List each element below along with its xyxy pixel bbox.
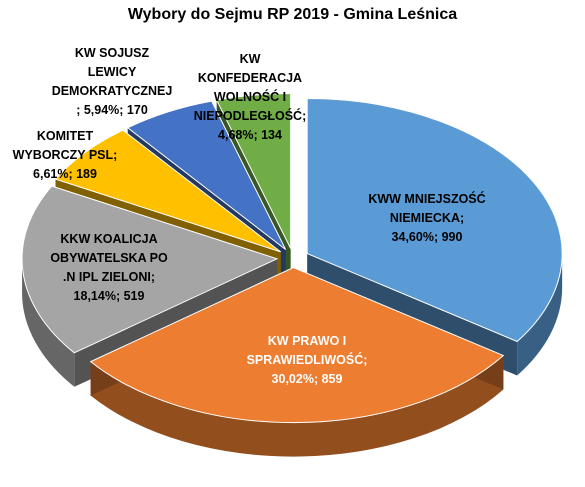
- slice-label-line: NIEPODLEGŁOŚĆ;: [194, 108, 307, 123]
- slice-label-line: ; 5,94%; 170: [76, 103, 148, 117]
- slice-label-6: KW KONFEDERACJA WOLNOŚĆ I NIEPODLEGŁOŚĆ; 4,6…: [194, 52, 307, 142]
- slice-label-line: WOLNOŚĆ I: [214, 89, 286, 104]
- slice-label-line: 18,14%; 519: [74, 289, 145, 303]
- slice-label-line: KONFEDERACJA: [198, 71, 302, 85]
- pie-labels: KWW MNIEJSZOŚĆ NIEMIECKA; 34,60%; 990 KW PR…: [13, 46, 486, 386]
- slice-side: [90, 355, 504, 457]
- slice-label-line: KWW MNIEJSZOŚĆ: [368, 191, 485, 206]
- slice-label-5: KW SOJUSZ LEWICY DEMOKRATYCZNEJ ; 5,94%; 17…: [52, 46, 173, 117]
- pie-slice-2: [89, 267, 505, 424]
- slice-label-2: KW PRAWO I SPRAWIEDLIWOŚĆ; 30,02%; 859: [247, 334, 368, 386]
- slice-label-line: .N IPL ZIELONI;: [63, 270, 155, 284]
- slice-label-1: KWW MNIEJSZOŚĆ NIEMIECKA; 34,60%; 990: [368, 191, 485, 244]
- slice-label-line: WYBORCZY PSL;: [13, 148, 118, 162]
- slice-label-3: KKW KOALICJA OBYWATELSKA PO .N IPL ZIELONI…: [50, 232, 168, 303]
- chart-title: Wybory do Sejmu RP 2019 - Gmina Leśnica: [127, 6, 458, 23]
- slice-label-line: KKW KOALICJA: [60, 232, 157, 246]
- slice-label-line: DEMOKRATYCZNEJ: [52, 84, 173, 98]
- pie-tops: [21, 93, 563, 424]
- slice-label-line: 6,61%; 189: [33, 167, 97, 181]
- slice-label-line: 4,68%; 134: [218, 128, 282, 142]
- pie-slice-5: [126, 100, 287, 250]
- slice-label-line: LEWICY: [88, 65, 137, 79]
- slice-label-line: KW SOJUSZ: [75, 46, 150, 60]
- pie-slice-6: [215, 93, 292, 249]
- slice-label-line: KW: [240, 52, 261, 66]
- slice-label-line: 34,60%; 990: [392, 230, 463, 244]
- slice-side: [517, 253, 563, 376]
- pie-slice-1: [306, 98, 563, 343]
- slice-label-line: OBYWATELSKA PO: [50, 251, 168, 265]
- slice-label-line: SPRAWIEDLIWOŚĆ;: [247, 352, 368, 367]
- slice-label-line: KW PRAWO I: [268, 334, 346, 348]
- slice-label-line: NIEMIECKA;: [390, 211, 464, 225]
- slice-label-4: KOMITET WYBORCZY PSL; 6,61%; 189: [13, 129, 118, 181]
- pie-slice-4: [54, 129, 282, 253]
- slice-label-line: 30,02%; 859: [272, 372, 343, 386]
- slice-label-line: KOMITET: [37, 129, 94, 143]
- slice-side: [22, 258, 75, 387]
- pie-slice-3: [21, 185, 279, 354]
